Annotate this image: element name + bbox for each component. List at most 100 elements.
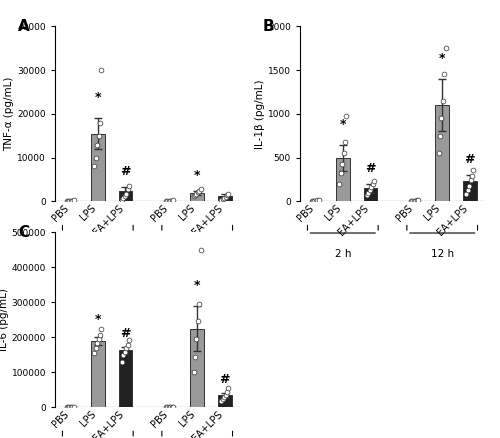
Point bbox=[62, 404, 70, 411]
Bar bbox=[118, 350, 132, 407]
Point bbox=[118, 196, 126, 203]
Point bbox=[124, 342, 132, 349]
Point bbox=[342, 112, 350, 119]
Point bbox=[191, 353, 199, 360]
Bar bbox=[190, 193, 204, 201]
Point bbox=[120, 193, 128, 200]
Point bbox=[120, 352, 128, 359]
Point bbox=[218, 195, 226, 202]
Point bbox=[220, 393, 228, 400]
Point bbox=[93, 141, 101, 148]
Point bbox=[310, 197, 318, 204]
Point bbox=[98, 325, 106, 332]
Bar bbox=[436, 105, 449, 201]
Bar bbox=[91, 341, 104, 407]
Point bbox=[336, 170, 344, 177]
Text: #: # bbox=[464, 153, 475, 166]
Point bbox=[468, 172, 476, 179]
Point bbox=[408, 198, 416, 205]
Point bbox=[125, 183, 133, 190]
Text: 12 h: 12 h bbox=[430, 249, 454, 259]
Point bbox=[166, 198, 174, 205]
Bar bbox=[91, 134, 104, 201]
Point bbox=[191, 191, 199, 198]
Point bbox=[62, 198, 70, 205]
Text: A: A bbox=[18, 19, 30, 34]
Bar bbox=[218, 395, 232, 407]
Text: B: B bbox=[263, 19, 274, 34]
Text: *: * bbox=[340, 117, 346, 131]
Point bbox=[122, 190, 130, 197]
Point bbox=[162, 404, 170, 411]
Point bbox=[465, 182, 473, 189]
Bar bbox=[218, 196, 232, 201]
Bar bbox=[336, 158, 349, 201]
Point bbox=[124, 186, 132, 193]
Point bbox=[165, 403, 173, 410]
Point bbox=[94, 132, 102, 139]
Point bbox=[436, 132, 444, 139]
Point bbox=[341, 138, 349, 145]
Point bbox=[166, 403, 174, 410]
Point bbox=[224, 191, 232, 198]
Point bbox=[368, 181, 376, 188]
Text: #: # bbox=[120, 327, 130, 340]
Point bbox=[196, 300, 203, 307]
Text: 12 h: 12 h bbox=[186, 249, 209, 259]
Point bbox=[194, 188, 202, 195]
Point bbox=[464, 187, 471, 194]
Point bbox=[314, 197, 322, 204]
Point bbox=[169, 403, 177, 410]
Point bbox=[410, 198, 418, 205]
Point bbox=[224, 385, 232, 392]
Point bbox=[312, 197, 320, 204]
Bar bbox=[190, 328, 204, 407]
Point bbox=[98, 67, 106, 74]
Point bbox=[122, 345, 130, 352]
Point bbox=[194, 318, 202, 325]
Point bbox=[217, 196, 225, 203]
Point bbox=[66, 198, 74, 205]
Bar bbox=[364, 188, 378, 201]
Point bbox=[462, 190, 470, 197]
Point bbox=[67, 197, 75, 204]
Point bbox=[70, 197, 78, 204]
Point bbox=[335, 180, 343, 187]
Point bbox=[440, 71, 448, 78]
Point bbox=[222, 193, 230, 200]
Point bbox=[470, 166, 478, 173]
Point bbox=[165, 198, 173, 205]
Text: #: # bbox=[120, 165, 130, 178]
Point bbox=[168, 403, 175, 410]
Point bbox=[118, 358, 126, 365]
Text: *: * bbox=[194, 279, 200, 292]
Point bbox=[197, 246, 205, 253]
Y-axis label: TNF-α (pg/mL): TNF-α (pg/mL) bbox=[4, 77, 15, 151]
Text: 2 h: 2 h bbox=[334, 249, 351, 259]
Point bbox=[197, 186, 205, 193]
Point bbox=[70, 403, 78, 410]
Y-axis label: IL-1β (pg/mL): IL-1β (pg/mL) bbox=[255, 79, 265, 148]
Point bbox=[222, 391, 230, 398]
Point bbox=[340, 150, 347, 157]
Point bbox=[96, 331, 104, 338]
Point bbox=[370, 178, 378, 185]
Point bbox=[92, 344, 100, 351]
Point bbox=[196, 187, 203, 194]
Point bbox=[120, 195, 128, 202]
Point bbox=[218, 396, 226, 403]
Point bbox=[162, 198, 170, 205]
Point bbox=[412, 197, 420, 204]
Point bbox=[168, 197, 175, 204]
Point bbox=[92, 154, 100, 161]
Point bbox=[309, 198, 317, 205]
Point bbox=[439, 97, 447, 104]
Point bbox=[93, 339, 101, 346]
Text: *: * bbox=[194, 169, 200, 182]
Bar bbox=[118, 191, 132, 201]
Text: #: # bbox=[220, 373, 230, 385]
Point bbox=[442, 45, 450, 52]
Point bbox=[90, 163, 98, 170]
Point bbox=[223, 389, 231, 396]
Point bbox=[190, 193, 198, 200]
